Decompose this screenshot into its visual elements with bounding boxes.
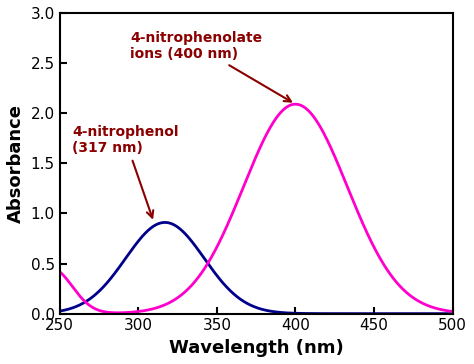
Y-axis label: Absorbance: Absorbance (7, 104, 25, 223)
Text: 4-nitrophenol
(317 nm): 4-nitrophenol (317 nm) (72, 125, 179, 218)
Text: 4-nitrophenolate
ions (400 nm): 4-nitrophenolate ions (400 nm) (130, 31, 291, 102)
X-axis label: Wavelength (nm): Wavelength (nm) (169, 339, 344, 357)
